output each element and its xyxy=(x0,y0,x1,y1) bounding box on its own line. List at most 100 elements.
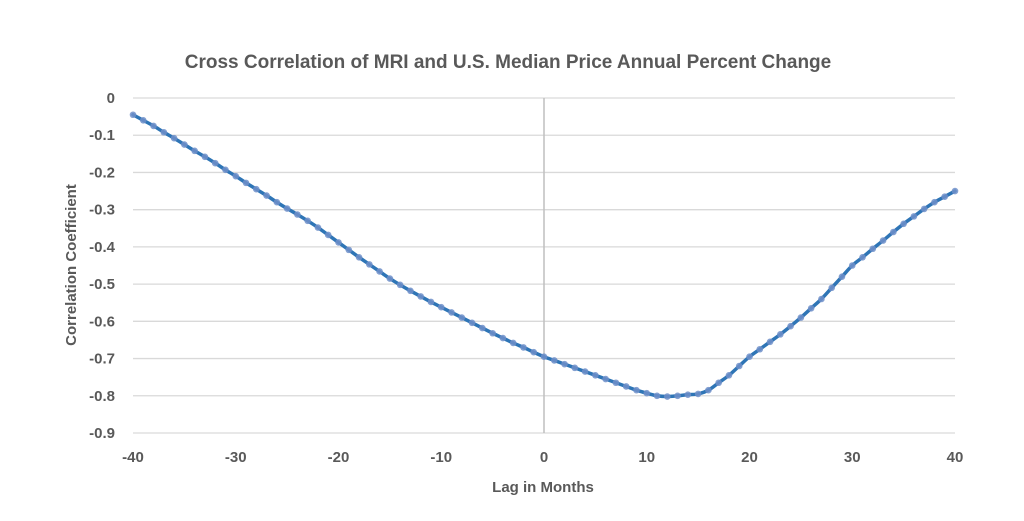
data-point-marker xyxy=(530,348,538,356)
y-tick-label: -0.7 xyxy=(89,351,115,368)
data-point-marker xyxy=(386,275,394,282)
data-point-marker xyxy=(355,254,363,261)
data-point-marker xyxy=(550,357,558,364)
x-tick-label: -10 xyxy=(430,449,452,466)
data-point-marker xyxy=(448,309,455,316)
y-axis-ticks: 0 -0.1 -0.2 -0.3 -0.4 -0.5 -0.6 -0.7 -0.8 -0.9 xyxy=(89,90,116,442)
data-point-marker xyxy=(838,273,846,280)
data-point-marker xyxy=(890,228,897,236)
data-point-marker xyxy=(335,239,342,246)
data-point-marker xyxy=(777,331,784,338)
data-point-marker xyxy=(859,254,866,261)
data-point-marker xyxy=(520,344,527,351)
data-point-marker xyxy=(314,224,322,231)
data-point-marker xyxy=(468,319,476,327)
data-point-marker xyxy=(376,268,383,275)
data-point-marker xyxy=(181,141,188,148)
data-point-marker xyxy=(129,111,137,119)
y-tick-label: 0 xyxy=(107,90,115,107)
data-point-marker xyxy=(910,213,918,220)
data-point-marker xyxy=(941,193,949,200)
data-point-marker xyxy=(499,334,507,342)
data-point-marker xyxy=(920,205,928,213)
data-point-marker xyxy=(581,368,589,375)
x-tick-label: 20 xyxy=(741,449,758,466)
data-point-marker xyxy=(787,322,794,330)
data-point-marker xyxy=(818,295,825,303)
data-point-marker xyxy=(746,353,753,360)
data-point-marker xyxy=(931,198,938,206)
data-point-marker xyxy=(848,262,856,269)
y-tick-label: -0.9 xyxy=(89,425,115,442)
data-point-marker xyxy=(150,122,157,130)
x-tick-label: 30 xyxy=(844,449,861,466)
x-tick-label: 0 xyxy=(540,449,548,466)
y-tick-label: -0.3 xyxy=(89,202,115,219)
x-tick-label: 40 xyxy=(947,449,964,466)
data-point-marker xyxy=(715,379,722,387)
data-point-marker xyxy=(900,220,907,228)
data-point-marker xyxy=(170,134,178,142)
y-tick-label: -0.2 xyxy=(89,164,115,181)
data-point-marker xyxy=(509,339,517,347)
data-point-marker xyxy=(417,293,425,300)
y-tick-label: -0.4 xyxy=(89,239,116,256)
data-point-marker xyxy=(951,187,959,195)
data-point-marker xyxy=(437,303,445,311)
data-point-marker xyxy=(756,345,764,353)
data-point-marker xyxy=(273,198,281,206)
data-point-marker xyxy=(211,159,219,167)
data-point-marker xyxy=(201,153,209,161)
data-point-marker xyxy=(725,372,733,379)
x-axis-title: Lag in Months xyxy=(492,479,594,496)
x-tick-label: 10 xyxy=(638,449,655,466)
data-point-marker xyxy=(407,287,414,295)
data-point-marker xyxy=(571,364,579,372)
data-point-marker xyxy=(304,217,311,225)
x-tick-label: -20 xyxy=(328,449,350,466)
data-point-marker xyxy=(396,281,404,289)
data-point-marker xyxy=(828,284,835,292)
data-point-marker xyxy=(674,392,681,400)
data-point-marker xyxy=(324,231,332,239)
marker-group xyxy=(129,111,959,400)
data-point-marker xyxy=(283,205,291,212)
data-point-marker xyxy=(602,375,609,383)
data-point-marker xyxy=(766,338,774,346)
data-point-marker xyxy=(694,390,702,398)
data-point-marker xyxy=(263,192,270,199)
data-point-marker xyxy=(643,389,651,397)
data-point-marker xyxy=(540,353,548,360)
data-point-marker xyxy=(191,147,198,155)
data-point-marker xyxy=(294,211,301,218)
data-point-marker xyxy=(222,166,229,174)
data-point-marker xyxy=(797,314,805,321)
data-point-marker xyxy=(252,185,260,193)
data-point-marker xyxy=(366,261,373,268)
data-point-marker xyxy=(489,329,496,337)
y-tick-label: -0.1 xyxy=(89,127,115,144)
data-point-marker xyxy=(592,372,599,379)
data-point-marker xyxy=(869,245,877,253)
data-point-marker xyxy=(684,391,692,398)
data-point-marker xyxy=(879,237,887,244)
chart-title: Cross Correlation of MRI and U.S. Median… xyxy=(185,52,831,73)
data-point-marker xyxy=(345,246,353,254)
data-point-marker xyxy=(139,117,147,124)
data-point-marker xyxy=(479,324,486,332)
y-tick-label: -0.6 xyxy=(89,313,115,330)
y-tick-label: -0.5 xyxy=(89,276,115,293)
data-point-marker xyxy=(561,360,568,368)
data-point-marker xyxy=(622,383,630,390)
data-point-marker xyxy=(160,128,168,136)
data-point-marker xyxy=(633,386,640,394)
data-point-marker xyxy=(807,305,815,312)
x-tick-label: -40 xyxy=(122,449,144,466)
data-point-marker xyxy=(664,393,671,400)
data-point-marker xyxy=(232,172,240,180)
x-axis-ticks: -40 -30 -20 -10 0 10 20 30 40 xyxy=(122,449,963,466)
data-point-marker xyxy=(458,314,466,321)
y-axis-title: Correlation Coefficient xyxy=(63,184,80,346)
data-point-marker xyxy=(427,298,435,306)
